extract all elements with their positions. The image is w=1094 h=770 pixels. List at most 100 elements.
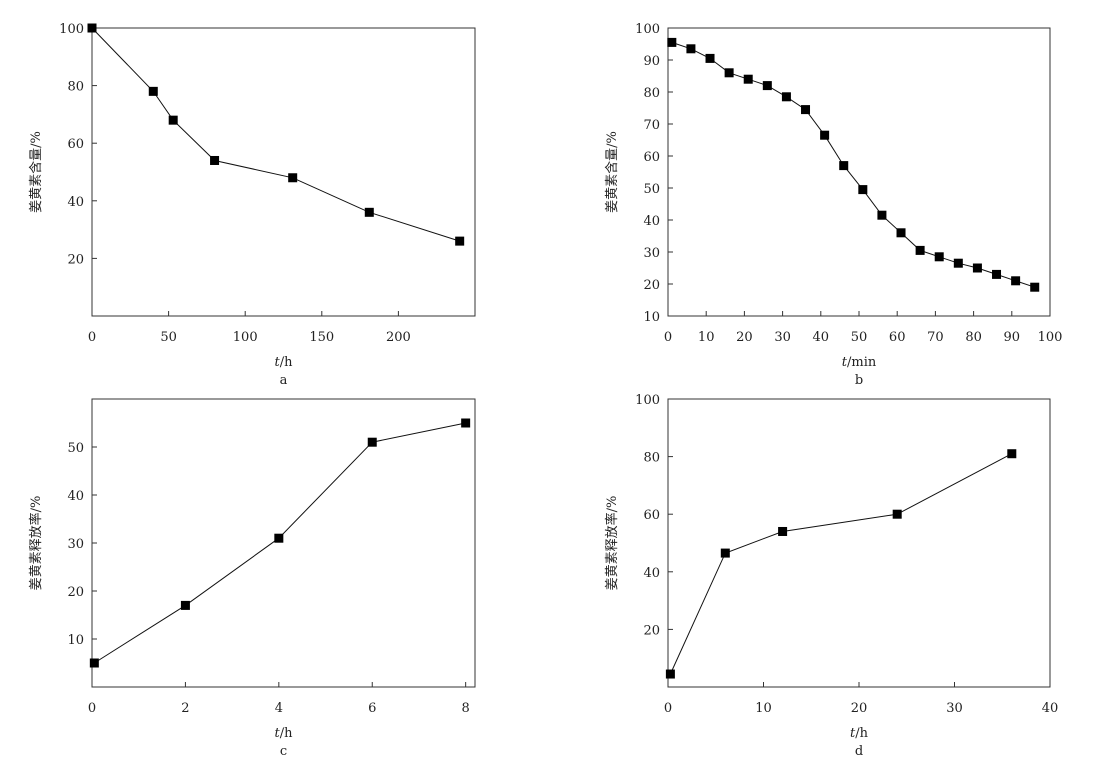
y-tick-label: 60	[643, 508, 660, 523]
y-tick-label: 20	[643, 278, 660, 293]
x-tick-label: 40	[1042, 701, 1059, 716]
y-tick-label: 30	[643, 246, 660, 261]
data-point	[461, 418, 471, 428]
y-tick-label: 80	[67, 80, 84, 95]
data-point	[877, 210, 887, 220]
x-axis-label-variable: t	[275, 355, 281, 370]
y-tick-label: 10	[67, 633, 84, 648]
x-tick-label: 80	[965, 330, 982, 345]
data-point	[1011, 276, 1021, 286]
data-point	[892, 509, 902, 519]
data-point	[934, 252, 944, 262]
data-point	[686, 44, 696, 54]
panel-label: b	[855, 373, 863, 388]
x-axis-label-unit: /h	[280, 726, 293, 741]
x-tick-label: 70	[927, 330, 944, 345]
data-point	[953, 258, 963, 268]
data-point	[720, 548, 730, 558]
data-point	[665, 669, 675, 679]
data-point	[210, 155, 220, 165]
data-point	[743, 74, 753, 84]
y-axis-label: 姜黄素含量/%	[604, 131, 620, 213]
x-axis-label: t/h	[275, 726, 294, 741]
data-point	[781, 92, 791, 102]
x-tick-label: 50	[160, 330, 177, 345]
plot-frame	[667, 398, 1051, 688]
chart-panel-a: 0 50 100 150 200 20 40 60 80 100 t/h a 姜黄素含量/%	[28, 22, 476, 388]
data-point	[915, 245, 925, 255]
data-point	[778, 526, 788, 536]
x-tick-label: 30	[774, 330, 791, 345]
x-tick-label: 100	[233, 330, 258, 345]
data-point	[1030, 282, 1040, 292]
data-point	[168, 115, 178, 125]
x-axis-label-unit: /h	[280, 355, 293, 370]
x-tick-label: 30	[946, 701, 963, 716]
data-point	[367, 437, 377, 447]
x-tick-label: 150	[309, 330, 334, 345]
y-axis-label: 姜黄素释放率/%	[28, 496, 44, 591]
data-point	[724, 68, 734, 78]
x-tick-label: 90	[1004, 330, 1021, 345]
y-tick-label: 50	[67, 441, 84, 456]
y-tick-label: 70	[643, 118, 660, 133]
x-axis-label-unit: /min	[847, 355, 877, 370]
y-tick-label: 20	[67, 252, 84, 267]
x-tick-label: 200	[386, 330, 411, 345]
chart-panel-d: 0 10 20 30 40 20 40 60 80 100 t/h d 姜黄素释放率/%	[604, 393, 1058, 759]
x-tick-label: 4	[275, 701, 283, 716]
x-tick-label: 20	[736, 330, 753, 345]
x-tick-label: 0	[88, 330, 96, 345]
series-line	[671, 41, 1035, 288]
plot-frame	[91, 27, 476, 317]
x-tick-label: 6	[368, 701, 376, 716]
series-line	[91, 27, 460, 242]
y-tick-label: 100	[635, 393, 660, 408]
data-point	[992, 269, 1002, 279]
x-tick-label: 50	[851, 330, 868, 345]
chart-panel-b: 0 10 20 30 40 50 60 70 80 90 100 10 20 30 40 50 60 70 80 90…	[604, 22, 1062, 388]
data-point	[762, 81, 772, 91]
y-tick-label: 40	[643, 566, 660, 581]
data-point	[839, 161, 849, 171]
x-axis-label: t/h	[275, 355, 294, 370]
x-axis-label-unit: /h	[855, 726, 868, 741]
x-tick-label: 40	[813, 330, 830, 345]
y-axis-label: 姜黄素释放率/%	[604, 496, 620, 591]
y-tick-label: 40	[67, 489, 84, 504]
panel-label: d	[855, 744, 863, 759]
x-axis-label: t/h	[850, 726, 869, 741]
data-point	[820, 130, 830, 140]
chart-panel-c: 0 2 4 6 8 10 20 30 40 50 t/h c 姜黄素释放率/%	[28, 398, 476, 759]
y-tick-label: 90	[643, 54, 660, 69]
data-point	[801, 105, 811, 115]
data-point	[364, 207, 374, 217]
data-point	[896, 228, 906, 238]
y-tick-label: 30	[67, 537, 84, 552]
x-tick-label: 10	[698, 330, 715, 345]
y-tick-label: 80	[643, 451, 660, 466]
y-tick-label: 100	[59, 22, 84, 37]
x-tick-label: 2	[181, 701, 189, 716]
panel-label: c	[280, 744, 287, 759]
x-tick-label: 60	[889, 330, 906, 345]
x-axis-label-variable: t	[842, 355, 848, 370]
data-point	[858, 185, 868, 195]
series-line	[94, 422, 466, 664]
y-tick-label: 10	[643, 310, 660, 325]
data-point	[148, 86, 158, 96]
x-tick-label: 20	[851, 701, 868, 716]
y-tick-label: 40	[643, 214, 660, 229]
x-axis-label-variable: t	[850, 726, 856, 741]
x-tick-label: 100	[1038, 330, 1063, 345]
panel-label: a	[280, 373, 288, 388]
x-tick-label: 0	[664, 330, 672, 345]
data-point	[667, 37, 677, 47]
x-tick-label: 8	[462, 701, 470, 716]
data-point	[180, 600, 190, 610]
data-point	[1007, 449, 1017, 459]
data-point	[705, 53, 715, 63]
y-tick-label: 20	[67, 585, 84, 600]
y-tick-label: 60	[67, 137, 84, 152]
